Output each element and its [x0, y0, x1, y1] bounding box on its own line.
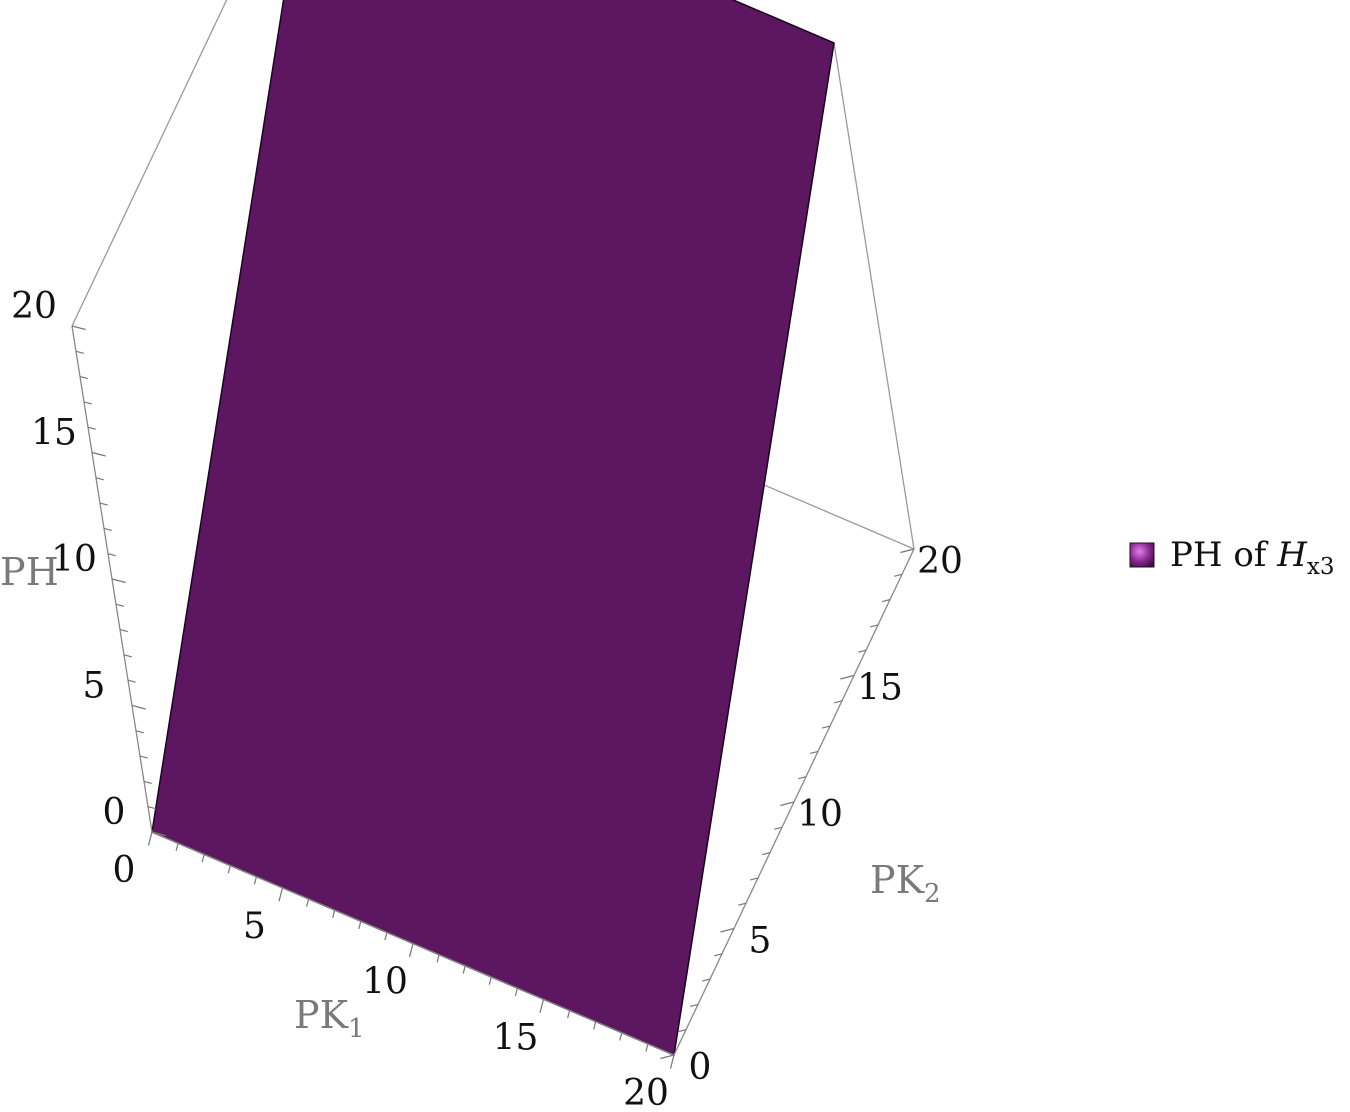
x-tick-label: 15 [493, 1017, 539, 1058]
y-tick-label: 5 [749, 921, 772, 962]
box-edge [71, 0, 228, 327]
y-axis-minor-tick [702, 978, 711, 982]
x-axis-minor-tick [462, 965, 466, 974]
x-axis-minor-tick [201, 854, 205, 863]
legend-label: PH of Hx3 [1170, 535, 1334, 580]
x-axis-minor-tick [488, 976, 492, 985]
x-tick-label: 10 [362, 962, 408, 1003]
z-axis-minor-tick [99, 502, 108, 506]
y-tick-label: 20 [917, 541, 963, 582]
z-axis-major-tick [111, 578, 126, 584]
z-axis-major-tick [71, 325, 86, 331]
x-axis-minor-tick [306, 898, 310, 907]
z-tick-label: 5 [83, 666, 106, 707]
x-axis-minor-tick [436, 954, 440, 963]
z-axis-minor-tick [87, 426, 96, 430]
y-axis-minor-tick [870, 624, 879, 628]
z-axis-minor-tick [127, 679, 136, 683]
z-axis-label: PH [0, 550, 59, 594]
z-axis-minor-tick [139, 755, 148, 759]
x-axis-minor-tick [514, 987, 518, 997]
y-axis-minor-tick [798, 776, 807, 780]
z-axis-minor-tick [147, 806, 156, 810]
z-axis-minor-tick [135, 730, 144, 734]
z-axis-minor-tick [143, 780, 152, 784]
x-axis-minor-tick [332, 909, 336, 918]
z-axis: 0 5 10 15 20 PH [0, 286, 166, 837]
z-axis-minor-tick [79, 376, 88, 380]
y-axis-major-tick [720, 927, 735, 933]
z-axis-minor-tick [95, 477, 104, 481]
y-axis-minor-tick [678, 1029, 687, 1033]
y-axis-minor-tick [882, 599, 891, 603]
z-tick-label: 0 [103, 792, 126, 833]
x-tick-label: 5 [243, 906, 266, 947]
y-axis-minor-tick [762, 852, 771, 856]
x-axis-minor-tick [645, 1043, 649, 1052]
x-axis-minor-tick [619, 1032, 623, 1041]
x-axis-minor-tick [358, 921, 362, 930]
z-axis-major-tick [131, 704, 146, 710]
z-tick-label: 20 [11, 286, 57, 327]
y-tick-label: 10 [797, 794, 843, 835]
z-axis-major-tick [151, 831, 166, 837]
y-axis-minor-tick [858, 649, 867, 653]
x-axis-major-tick [278, 887, 284, 902]
y-axis-minor-tick [714, 953, 723, 957]
y-axis-major-tick [780, 801, 795, 807]
y-axis-minor-tick [810, 750, 819, 754]
y-tick-label: 15 [857, 668, 903, 709]
z-tick-label: 10 [51, 539, 97, 580]
z-axis-minor-tick [123, 654, 132, 658]
y-axis-major-tick [900, 548, 915, 554]
x-axis-major-tick [539, 999, 545, 1013]
x-axis-minor-tick [175, 843, 179, 852]
x-axis-minor-tick [253, 876, 257, 885]
legend-swatch [1129, 542, 1155, 568]
x-tick-label: 0 [113, 850, 136, 891]
y-axis-minor-tick [834, 700, 843, 704]
surface-ph-of-hx3 [151, 0, 835, 1057]
x-axis: 0 5 10 15 20 PK1 [113, 831, 675, 1112]
box-edge [833, 42, 915, 550]
z-axis-minor-tick [115, 603, 124, 607]
y-axis-minor-tick [894, 573, 903, 577]
z-tick-label: 15 [31, 413, 77, 454]
y-axis-label: PK2 [870, 858, 941, 909]
y-axis: 0 5 10 15 20 PK2 [660, 541, 963, 1088]
z-axis-minor-tick [107, 553, 116, 557]
x-axis-minor-tick [593, 1021, 597, 1030]
x-axis-major-tick [408, 943, 414, 958]
legend: PH of Hx3 [1129, 535, 1334, 580]
y-tick-label: 0 [689, 1047, 712, 1088]
y-axis-minor-tick [738, 902, 747, 906]
x-axis-minor-tick [227, 865, 231, 874]
z-axis-minor-tick [119, 629, 128, 633]
z-axis-major-tick [91, 451, 106, 457]
z-axis-minor-tick [83, 401, 92, 405]
y-axis-minor-tick [750, 877, 759, 881]
x-axis-minor-tick [567, 1010, 571, 1019]
z-axis-minor-tick [75, 350, 84, 354]
y-axis-major-tick [660, 1054, 675, 1060]
y-axis-minor-tick [774, 826, 783, 830]
y-axis-minor-tick [690, 1003, 699, 1007]
y-axis-minor-tick [822, 725, 831, 729]
y-axis-major-tick [840, 674, 855, 680]
x-axis-minor-tick [384, 932, 388, 941]
x-axis-major-tick [669, 1054, 675, 1069]
x-axis-label: PK1 [294, 993, 365, 1044]
x-axis-major-tick [147, 831, 153, 846]
z-axis-minor-tick [103, 527, 112, 531]
x-tick-label: 20 [623, 1073, 669, 1112]
